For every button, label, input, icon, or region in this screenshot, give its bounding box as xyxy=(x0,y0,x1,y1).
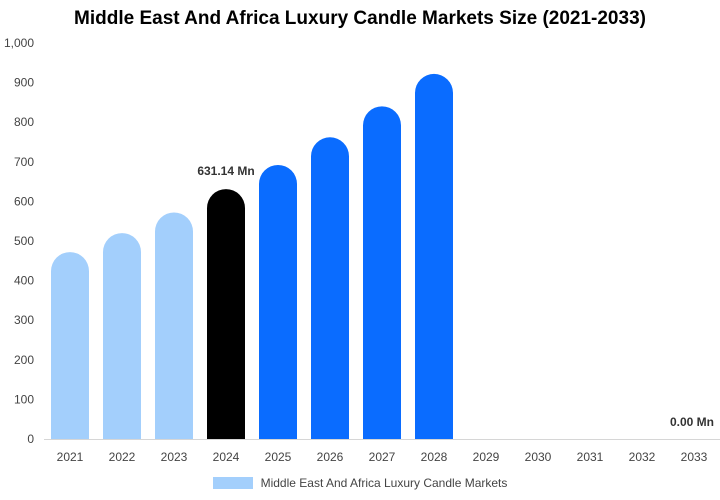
y-tick-label: 900 xyxy=(14,76,34,90)
y-tick-label: 300 xyxy=(14,313,34,327)
bar-2023 xyxy=(155,212,193,439)
y-tick-label: 700 xyxy=(14,155,34,169)
x-tick-label: 2028 xyxy=(421,450,448,464)
y-tick-label: 500 xyxy=(14,234,34,248)
x-tick-label: 2030 xyxy=(525,450,552,464)
x-tick-label: 2033 xyxy=(681,450,708,464)
x-tick-label: 2026 xyxy=(317,450,344,464)
x-tick-label: 2032 xyxy=(629,450,656,464)
x-tick-label: 2023 xyxy=(161,450,188,464)
bar-2024 xyxy=(207,189,245,439)
y-tick-label: 600 xyxy=(14,194,34,208)
legend: Middle East And Africa Luxury Candle Mar… xyxy=(0,476,720,490)
x-tick-label: 2024 xyxy=(213,450,240,464)
x-tick-label: 2022 xyxy=(109,450,136,464)
bar-2026 xyxy=(311,137,349,439)
bar-2025 xyxy=(259,164,297,439)
data-label: 631.14 Mn xyxy=(197,164,254,178)
bar-2028 xyxy=(415,73,453,439)
bar-2027 xyxy=(363,106,401,440)
y-tick-label: 0 xyxy=(27,432,34,446)
y-tick-label: 100 xyxy=(14,392,34,406)
x-tick-label: 2025 xyxy=(265,450,292,464)
x-tick-label: 2031 xyxy=(577,450,604,464)
data-label: 0.00 Mn xyxy=(670,415,714,429)
y-tick-label: 800 xyxy=(14,115,34,129)
x-tick-label: 2021 xyxy=(57,450,84,464)
bar-2021 xyxy=(51,252,89,439)
y-tick-label: 400 xyxy=(14,274,34,288)
x-tick-label: 2027 xyxy=(369,450,396,464)
chart-title: Middle East And Africa Luxury Candle Mar… xyxy=(74,8,646,29)
y-tick-label: 1,000 xyxy=(4,36,34,50)
x-tick-label: 2029 xyxy=(473,450,500,464)
legend-label: Middle East And Africa Luxury Candle Mar… xyxy=(260,476,508,490)
bar-2022 xyxy=(103,233,141,439)
legend-swatch xyxy=(212,477,253,489)
y-tick-label: 200 xyxy=(14,353,34,367)
